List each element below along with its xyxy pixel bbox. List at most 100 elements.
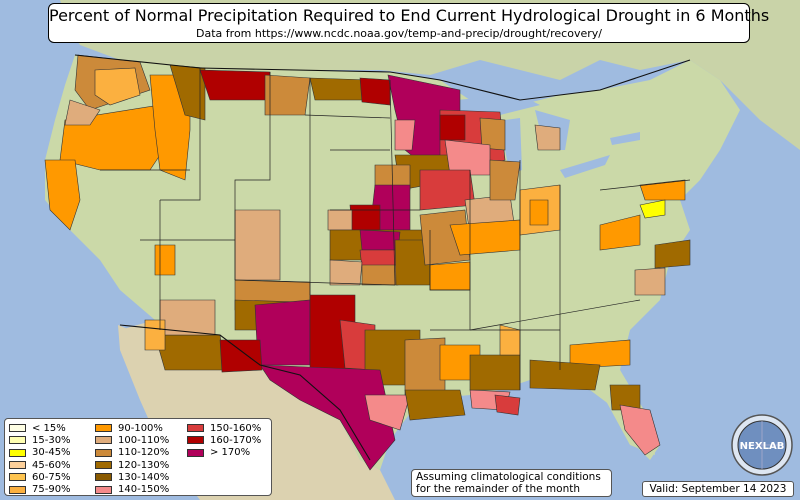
region-ks-sw xyxy=(329,259,363,286)
legend-swatch xyxy=(9,424,26,433)
title-box: Percent of Normal Precipitation Required… xyxy=(48,3,770,43)
legend-label: 90-100% xyxy=(118,422,163,434)
legend-label: < 15% xyxy=(32,422,66,434)
legend-label: 150-160% xyxy=(210,422,262,434)
legend-label: 160-170% xyxy=(210,434,262,446)
region-az-s xyxy=(154,334,226,371)
region-co xyxy=(234,209,281,281)
legend-label: 15-30% xyxy=(32,434,71,446)
legend-label: 110-120% xyxy=(118,447,170,459)
region-sc xyxy=(634,267,666,296)
lake-michigan xyxy=(505,118,522,175)
region-ia-n xyxy=(394,119,416,151)
legend-item: 140-150% xyxy=(95,483,187,495)
region-az-w xyxy=(144,319,166,351)
region-fl-pan xyxy=(529,359,601,391)
legend-item: 130-140% xyxy=(95,471,187,483)
nexlab-logo: NEXLAB xyxy=(731,414,793,476)
region-mt xyxy=(199,69,271,101)
region-in-n xyxy=(489,159,521,201)
region-la-se xyxy=(494,394,521,416)
legend-swatch xyxy=(95,424,112,433)
legend-swatch xyxy=(95,461,112,470)
region-ne-sw xyxy=(327,209,353,231)
region-fl xyxy=(619,404,661,456)
legend-label: 45-60% xyxy=(32,459,71,471)
us-mexico-border xyxy=(119,324,371,461)
assumption-note: Assuming climatological conditions for t… xyxy=(411,469,612,497)
region-la xyxy=(404,389,466,421)
region-nv-s xyxy=(154,244,176,276)
region-tx xyxy=(259,364,396,471)
legend-swatch xyxy=(95,448,112,457)
legend-item: 100-110% xyxy=(95,434,187,446)
legend-item: 75-90% xyxy=(9,483,95,495)
legend-swatch xyxy=(187,436,204,445)
map-title: Percent of Normal Precipitation Required… xyxy=(49,6,770,25)
legend-swatch xyxy=(9,436,26,445)
region-wi-center xyxy=(439,114,466,141)
legend-item: 90-100% xyxy=(95,422,187,434)
region-or-coast xyxy=(64,99,101,126)
region-mi-up xyxy=(479,117,506,151)
legend-item: < 15% xyxy=(9,422,95,434)
region-ga xyxy=(569,339,631,369)
region-tn-s xyxy=(499,324,521,356)
legend-item: > 170% xyxy=(187,447,273,459)
legend-item: 45-60% xyxy=(9,459,95,471)
region-ne-s xyxy=(349,204,381,231)
region-nm-sw xyxy=(219,339,263,373)
region-nj xyxy=(639,179,686,201)
legend-swatch xyxy=(187,448,204,457)
region-nc xyxy=(654,239,691,269)
map-subtitle: Data from https://www.ncdc.noaa.gov/temp… xyxy=(196,27,602,40)
legend-label: 100-110% xyxy=(118,434,170,446)
legend-item: 30-45% xyxy=(9,447,95,459)
legend-swatch xyxy=(95,485,112,494)
logo-text: NEXLAB xyxy=(740,441,785,452)
region-tx-e xyxy=(364,394,411,431)
legend-label: > 170% xyxy=(210,447,251,459)
legend-item: 60-75% xyxy=(9,471,95,483)
region-ca-north xyxy=(44,159,81,231)
legend-item: 160-170% xyxy=(187,434,273,446)
legend: < 15% 15-30% 30-45% 45-60% 60-75% 75-90% 90-10… xyxy=(4,418,272,496)
legend-swatch xyxy=(9,485,26,494)
region-il-s xyxy=(449,219,521,256)
legend-item: 110-120% xyxy=(95,447,187,459)
region-la-n xyxy=(404,337,446,396)
legend-swatch xyxy=(187,424,204,433)
legend-label: 60-75% xyxy=(32,471,71,483)
legend-item: 150-160% xyxy=(187,422,273,434)
us-canada-border xyxy=(74,54,691,101)
region-nd-east xyxy=(359,77,391,106)
legend-swatch xyxy=(95,436,112,445)
region-wa-inner xyxy=(94,67,141,106)
region-nm-central xyxy=(254,299,311,366)
legend-label: 120-130% xyxy=(118,459,170,471)
region-va xyxy=(599,214,641,251)
legend-swatch xyxy=(9,461,26,470)
legend-swatch xyxy=(9,448,26,457)
assumption-line-2: for the remainder of the month xyxy=(416,483,581,495)
legend-label: 30-45% xyxy=(32,447,71,459)
legend-swatch xyxy=(95,473,112,482)
legend-label: 140-150% xyxy=(118,484,170,496)
baja xyxy=(118,325,170,445)
valid-date: Valid: September 14 2023 xyxy=(642,481,794,497)
region-mi xyxy=(534,124,561,151)
assumption-line-1: Assuming climatological conditions xyxy=(416,471,601,483)
lake-ontario xyxy=(610,132,640,145)
drought-regions xyxy=(44,54,691,471)
region-md xyxy=(639,199,666,219)
state-borders xyxy=(100,68,691,390)
region-mo-s xyxy=(429,261,471,291)
legend-item: 120-130% xyxy=(95,459,187,471)
legend-label: 130-140% xyxy=(118,471,170,483)
region-oh-center xyxy=(529,199,549,226)
legend-item: 15-30% xyxy=(9,434,95,446)
region-al xyxy=(469,354,521,391)
region-mt-east xyxy=(264,74,311,116)
legend-label: 75-90% xyxy=(32,484,71,496)
